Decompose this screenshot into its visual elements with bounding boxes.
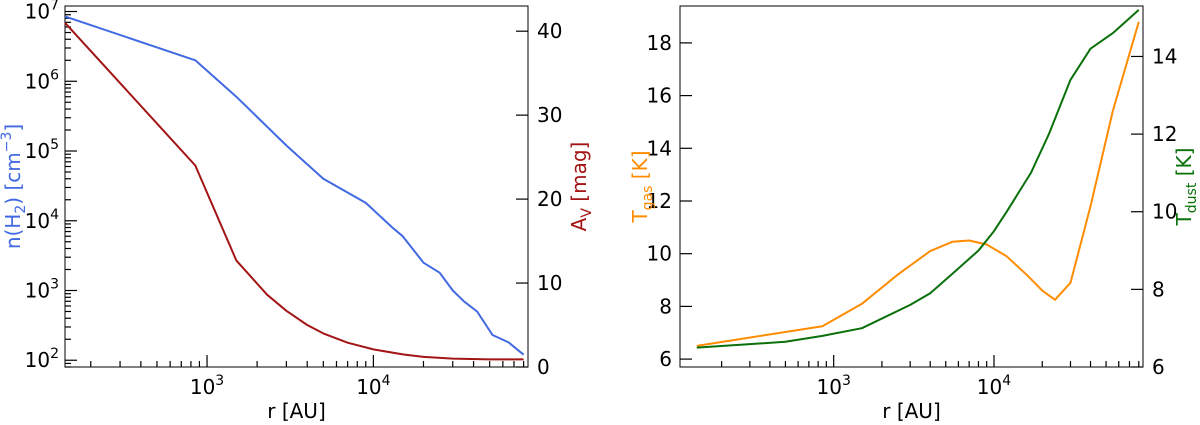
x-tick-label: 103: [190, 373, 224, 399]
y-right-tick-label: 30: [537, 103, 562, 127]
y-left-tick-label: 102: [25, 346, 59, 372]
y-right-tick-label: 0: [537, 355, 550, 379]
y-left-tick-label: 103: [25, 276, 59, 302]
y-left-tick-label: 105: [25, 137, 59, 163]
y-right-tick-label: 12: [1152, 122, 1177, 146]
x-tick-label: 104: [356, 373, 390, 399]
tdust-line: [696, 9, 1140, 349]
plot-frame: [64, 5, 529, 368]
y-left-tick-label: 16: [647, 84, 672, 108]
y-left-tick-label: 10: [647, 242, 672, 266]
plot-frame: [679, 5, 1144, 368]
y-right-tick-label: 8: [1152, 277, 1165, 301]
y-right-axis-label: AV [mag]: [567, 142, 595, 232]
tgas-line: [696, 21, 1140, 347]
x-axis-label: r [AU]: [267, 399, 326, 423]
x-axis-label: r [AU]: [882, 399, 941, 423]
x-tick-label: 104: [977, 373, 1011, 399]
y-left-tick-label: 12: [647, 189, 672, 213]
y-left-tick-label: 14: [647, 136, 672, 160]
av-line: [64, 22, 524, 361]
y-left-tick-label: 106: [25, 67, 59, 93]
y-left-tick-label: 6: [659, 347, 672, 371]
left-panel-density-extinction: 103 104 r [AU] 102 103 104 105 106 107 0 10 20 30 40 n…: [0, 0, 595, 423]
x-tick-label: 103: [816, 373, 850, 399]
y-right-tick-label: 20: [537, 187, 562, 211]
y-left-tick-label: 104: [25, 207, 59, 233]
y-right-tick-label: 10: [1152, 200, 1177, 224]
density-line: [64, 15, 525, 356]
y-left-tick-label: 8: [659, 294, 672, 318]
y-left-axis-label: n(H2) [cm−3]: [0, 124, 29, 249]
y-right-axis-label: Tdust [K]: [1172, 148, 1200, 227]
y-right-tick-label: 14: [1152, 44, 1177, 68]
y-left-tick-label: 18: [647, 31, 672, 55]
y-right-tick-label: 6: [1152, 355, 1165, 379]
y-left-tick-label: 107: [25, 0, 59, 24]
y-right-tick-label: 40: [537, 19, 562, 43]
y-left-axis-label: Tgas [K]: [628, 150, 656, 223]
y-right-tick-label: 10: [537, 271, 562, 295]
